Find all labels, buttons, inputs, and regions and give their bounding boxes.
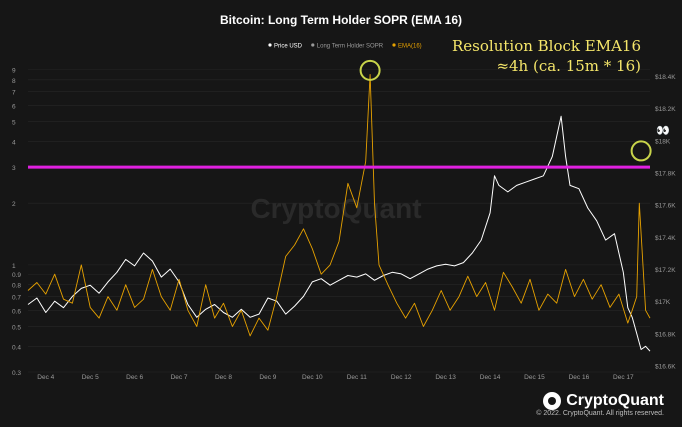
y-axis-right: $16.6K $16.8K $17K $17.2K $17.4K $17.6K $17.8K… xyxy=(655,74,676,370)
y-left-tick-label-13: 7 xyxy=(12,90,16,97)
y-left-tick-label-7: 1 xyxy=(12,263,16,270)
y-left-tick-label-11: 5 xyxy=(12,120,16,127)
y-left-tick-label-4: 0.7 xyxy=(12,295,21,302)
y-right-tick-label-3: $17.2K xyxy=(655,267,676,274)
brand-name: CryptoQuant xyxy=(566,392,664,409)
highlight-circle-1 xyxy=(630,140,652,162)
y-left-tick-label-12: 6 xyxy=(12,103,16,110)
annotation-line-1: Resolution Block EMA16 xyxy=(452,37,641,55)
watermark-text: CryptoQuant xyxy=(250,193,421,224)
legend-label-0: Price USD xyxy=(274,44,303,50)
series-line-2 xyxy=(27,74,651,337)
y-right-tick-label-6: $17.8K xyxy=(655,171,676,178)
x-tick-label-0: Dec 4 xyxy=(37,374,54,381)
series-line-0 xyxy=(27,115,651,352)
x-tick-label-4: Dec 8 xyxy=(215,374,232,381)
y-left-tick-label-1: 0.4 xyxy=(12,344,21,351)
x-tick-label-6: Dec 10 xyxy=(302,374,323,381)
x-tick-label-5: Dec 9 xyxy=(259,374,276,381)
y-left-tick-label-3: 0.6 xyxy=(12,308,21,315)
x-tick-label-1: Dec 5 xyxy=(82,374,99,381)
overlay xyxy=(28,59,652,169)
y-left-tick-label-14: 8 xyxy=(12,78,16,85)
x-tick-label-11: Dec 15 xyxy=(524,374,545,381)
x-tick-label-2: Dec 6 xyxy=(126,374,143,381)
y-left-tick-label-8: 2 xyxy=(12,201,16,208)
y-right-tick-label-9: $18.4K xyxy=(655,74,676,81)
chart-title: Bitcoin: Long Term Holder SOPR (EMA 16) xyxy=(220,13,462,27)
legend-label-2: EMA(16) xyxy=(398,44,422,50)
annotation-line-2: ≈4h (ca. 15m * 16) xyxy=(496,57,641,75)
y-left-tick-label-10: 4 xyxy=(12,140,16,147)
x-tick-label-8: Dec 12 xyxy=(391,374,412,381)
brand-logo: CryptoQuant xyxy=(543,392,664,410)
y-right-tick-label-4: $17.4K xyxy=(655,235,676,242)
y-left-tick-label-6: 0.9 xyxy=(12,272,21,279)
x-tick-label-9: Dec 13 xyxy=(435,374,456,381)
x-tick-label-10: Dec 14 xyxy=(480,374,501,381)
highlight-circle-0 xyxy=(359,59,381,81)
x-tick-label-3: Dec 7 xyxy=(171,374,188,381)
cryptoquant-logo-icon xyxy=(543,392,562,410)
y-right-tick-label-8: $18.2K xyxy=(655,106,676,113)
y-left-tick-label-9: 3 xyxy=(12,165,16,172)
x-tick-label-13: Dec 17 xyxy=(613,374,634,381)
legend-marker-1 xyxy=(311,43,315,47)
y-right-tick-label-5: $17.6K xyxy=(655,203,676,210)
series-lines xyxy=(27,74,651,352)
x-axis: Dec 4 Dec 5 Dec 6 Dec 7 Dec 8 Dec 9 Dec 10 Dec … xyxy=(37,374,634,381)
y-right-tick-label-2: $17K xyxy=(655,299,671,306)
y-right-tick-label-0: $16.6K xyxy=(655,364,676,371)
y-right-tick-label-7: $18K xyxy=(655,138,671,145)
y-left-tick-label-0: 0.3 xyxy=(12,370,21,377)
copyright-text: © 2022. CryptoQuant. All rights reserved… xyxy=(536,410,664,417)
y-left-tick-label-5: 0.8 xyxy=(12,283,21,290)
x-tick-label-12: Dec 16 xyxy=(569,374,590,381)
legend-marker-0 xyxy=(268,43,272,47)
eyes-icon: 👀 xyxy=(656,124,670,137)
legend-marker-2 xyxy=(392,43,396,47)
x-tick-label-7: Dec 11 xyxy=(347,374,367,381)
y-left-tick-label-15: 9 xyxy=(12,67,16,74)
y-right-tick-label-1: $16.8K xyxy=(655,331,676,338)
y-left-tick-label-2: 0.5 xyxy=(12,325,21,332)
legend: Price USD Long Term Holder SOPR EMA(16) xyxy=(268,43,422,50)
legend-label-1: Long Term Holder SOPR xyxy=(317,44,384,50)
y-axis-left: 0.3 0.4 0.5 0.6 0.7 0.8 0.9 1 2 3 4 5 6 7 8 9 xyxy=(12,67,21,377)
